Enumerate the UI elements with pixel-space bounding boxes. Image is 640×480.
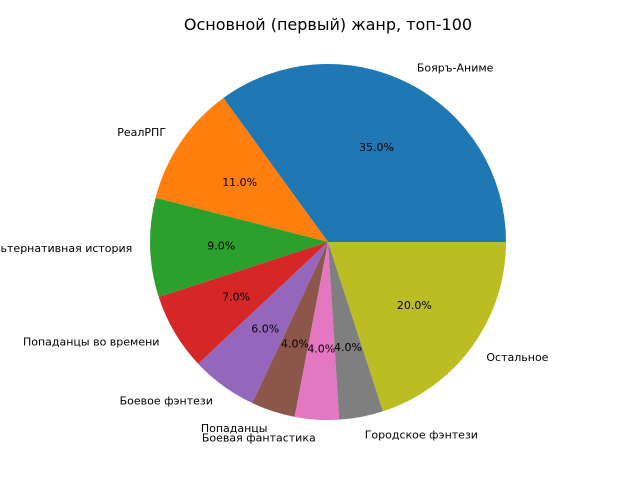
chart-title: Основной (первый) жанр, топ-100 (184, 15, 472, 34)
pie-slice-9 (328, 242, 506, 412)
percent-label-1: 35.0% (359, 141, 394, 154)
pie-slice-7 (294, 242, 340, 420)
pie-slice-5 (198, 242, 328, 404)
pie-slice-4 (158, 242, 328, 364)
pie-slices (150, 63, 507, 420)
slice-label-2: РеалРПГ (117, 126, 166, 139)
percent-label-8: 4.0% (334, 341, 362, 354)
slice-label-4: Попаданцы во времени (23, 336, 160, 349)
percent-label-6: 4.0% (281, 338, 309, 351)
pie-slice-3 (150, 197, 328, 298)
slice-label-8: Городское фэнтези (365, 428, 478, 441)
pie-slice-8 (328, 242, 384, 420)
slice-label-1: Бояръ-Аниме (417, 62, 494, 75)
pie-slice-6 (252, 242, 328, 417)
percent-label-2: 11.0% (222, 176, 257, 189)
slice-label-3: Альтернативная история (0, 242, 132, 255)
percent-label-9: 20.0% (397, 299, 432, 312)
percent-label-7: 4.0% (307, 343, 335, 356)
slice-label-5: Боевое фэнтези (120, 394, 213, 407)
pie-slice-2 (155, 97, 328, 243)
percent-label-5: 6.0% (251, 322, 279, 335)
slice-label-7: Боевая фантастика (202, 431, 316, 444)
pie-slice-1 (223, 63, 507, 242)
slice-label-9: Остальное (486, 351, 548, 364)
percent-label-3: 9.0% (207, 239, 235, 252)
slice-labels: Бояръ-Аниме РеалРПГ Альтернативная история… (0, 62, 549, 445)
percent-labels: 35.0%11.0%9.0%7.0%6.0%4.0%4.0%4.0%20.0% (207, 141, 432, 356)
percent-label-4: 7.0% (222, 290, 250, 303)
slice-label-6: Попаданцы (201, 422, 268, 435)
